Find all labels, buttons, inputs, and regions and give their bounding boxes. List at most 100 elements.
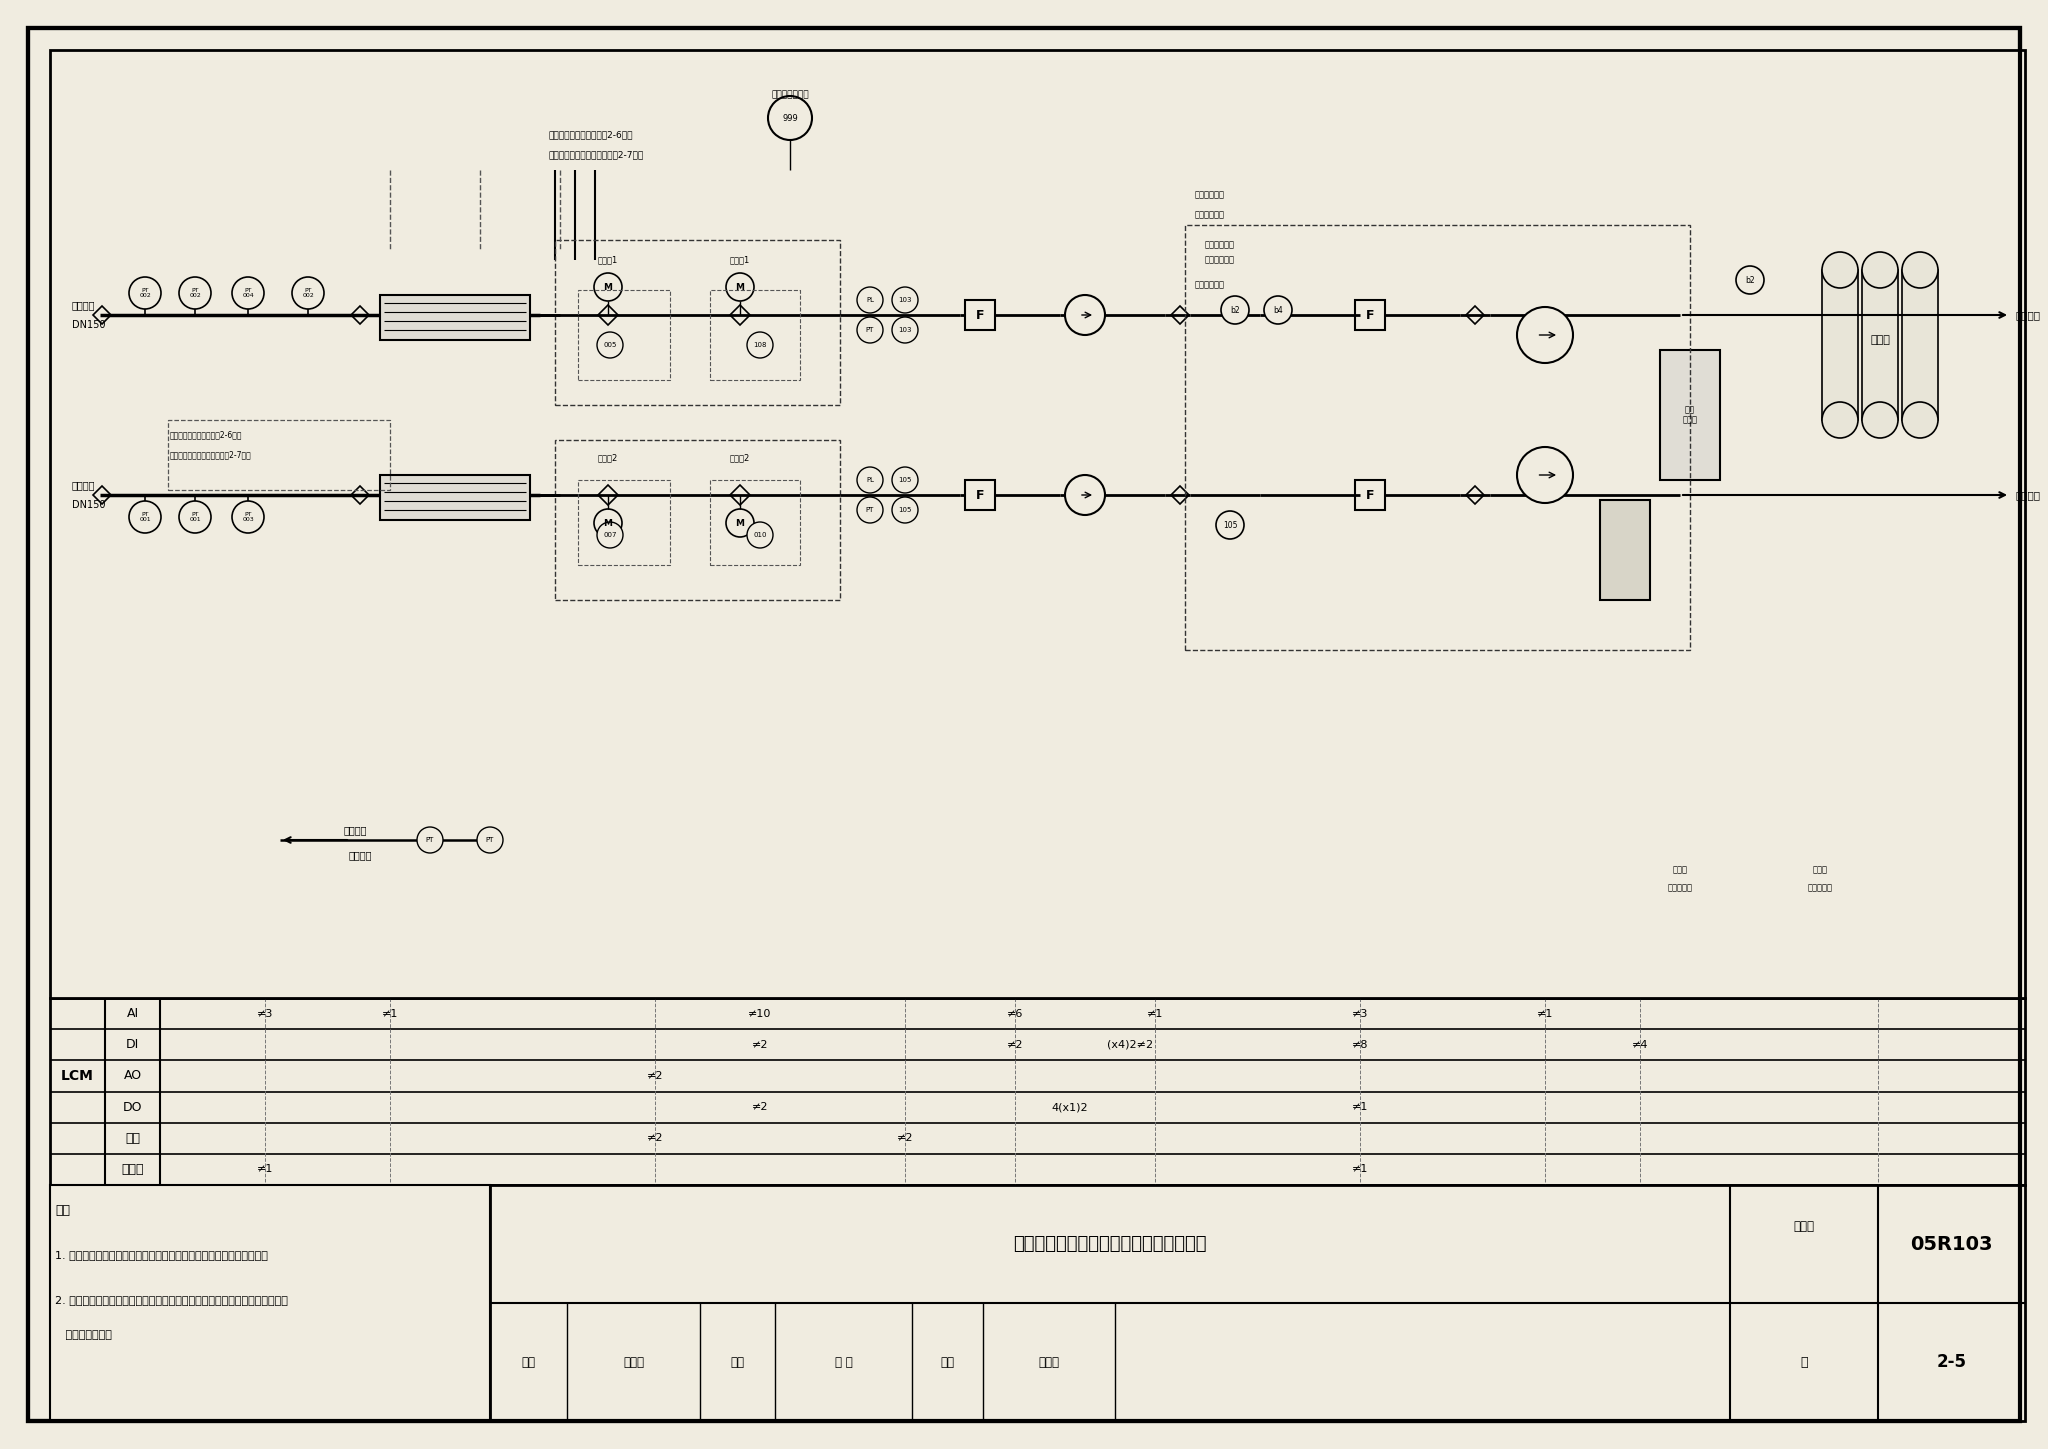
Circle shape xyxy=(856,497,883,523)
Text: AI: AI xyxy=(127,1007,139,1020)
Circle shape xyxy=(893,467,918,493)
Circle shape xyxy=(725,509,754,538)
Text: F: F xyxy=(1366,309,1374,322)
Circle shape xyxy=(856,467,883,493)
Text: F: F xyxy=(975,488,985,501)
Circle shape xyxy=(231,501,264,533)
Bar xyxy=(1186,225,1690,651)
Bar xyxy=(965,480,995,510)
Text: 999: 999 xyxy=(782,113,799,123)
Circle shape xyxy=(594,509,623,538)
Bar xyxy=(381,475,530,520)
Text: b2: b2 xyxy=(1231,306,1239,314)
Text: 安全阀排水管: 安全阀排水管 xyxy=(1204,241,1235,249)
Text: F: F xyxy=(975,309,985,322)
Bar xyxy=(555,241,840,406)
Text: ≠1: ≠1 xyxy=(381,1009,397,1019)
Text: 接至排水沟: 接至排水沟 xyxy=(1667,884,1692,893)
Text: PT: PT xyxy=(866,327,874,333)
Bar xyxy=(578,290,670,380)
Circle shape xyxy=(598,332,623,358)
Text: F: F xyxy=(1366,488,1374,501)
Text: 2. 本图以两台换热器为例进行的监控设计，供参考使用；若系统为多台换热器: 2. 本图以两台换热器为例进行的监控设计，供参考使用；若系统为多台换热器 xyxy=(55,1295,289,1306)
Text: 010: 010 xyxy=(754,532,766,538)
Bar xyxy=(555,440,840,600)
Text: 接自生活热水系统换热器（见2-7页）: 接自生活热水系统换热器（见2-7页） xyxy=(549,151,643,159)
Text: ≠1: ≠1 xyxy=(1352,1165,1368,1175)
Text: M: M xyxy=(735,283,745,291)
Text: ≠3: ≠3 xyxy=(1352,1009,1368,1019)
Text: 应增设监控点。: 应增设监控点。 xyxy=(55,1330,113,1340)
Text: ≠2: ≠2 xyxy=(897,1133,913,1143)
Text: ≠1: ≠1 xyxy=(256,1165,272,1175)
Text: 调节阀2: 调节阀2 xyxy=(598,454,618,462)
Text: 定压
补水罐: 定压 补水罐 xyxy=(1683,406,1698,425)
Text: 调节阀1: 调节阀1 xyxy=(598,255,618,265)
Text: 曹 伟: 曹 伟 xyxy=(836,1355,852,1368)
Text: PL: PL xyxy=(866,297,874,303)
Circle shape xyxy=(129,501,162,533)
Text: DN150: DN150 xyxy=(72,320,106,330)
Bar xyxy=(1599,500,1651,600)
Text: 关断阀1: 关断阀1 xyxy=(729,255,750,265)
Text: 采暖供水: 采暖供水 xyxy=(2015,490,2040,500)
Text: 05R103: 05R103 xyxy=(1911,1235,1993,1253)
Circle shape xyxy=(1737,267,1763,294)
Text: ≠2: ≠2 xyxy=(647,1133,664,1143)
Text: PL: PL xyxy=(866,477,874,483)
Text: DN150: DN150 xyxy=(72,500,106,510)
Circle shape xyxy=(178,501,211,533)
Text: M: M xyxy=(735,519,745,527)
Bar xyxy=(711,480,801,565)
Text: 王一峰: 王一峰 xyxy=(1038,1355,1059,1368)
Text: PT
001: PT 001 xyxy=(188,511,201,523)
Text: 4(x1)2: 4(x1)2 xyxy=(1053,1103,1087,1111)
Text: PT
002: PT 002 xyxy=(303,287,313,298)
Text: 注：: 注： xyxy=(55,1204,70,1217)
Text: AO: AO xyxy=(123,1069,141,1082)
Text: 接自空调系统换热器（见2-6页）: 接自空调系统换热器（见2-6页） xyxy=(549,130,633,139)
Bar xyxy=(965,300,995,330)
Circle shape xyxy=(768,96,811,141)
Text: PT
003: PT 003 xyxy=(242,511,254,523)
Text: ≠8: ≠8 xyxy=(1352,1040,1368,1049)
Circle shape xyxy=(725,272,754,301)
Circle shape xyxy=(1823,401,1858,438)
Circle shape xyxy=(893,317,918,343)
Bar xyxy=(1903,270,1937,420)
Circle shape xyxy=(129,277,162,309)
Circle shape xyxy=(893,287,918,313)
Bar xyxy=(1862,270,1898,420)
Circle shape xyxy=(594,272,623,301)
Circle shape xyxy=(856,287,883,313)
Text: PT: PT xyxy=(866,507,874,513)
Bar xyxy=(49,1185,489,1421)
Text: 页: 页 xyxy=(1800,1355,1808,1368)
Circle shape xyxy=(231,277,264,309)
Bar xyxy=(711,290,801,380)
Circle shape xyxy=(893,497,918,523)
Text: 关断阀2: 关断阀2 xyxy=(729,454,750,462)
Text: 108: 108 xyxy=(754,342,766,348)
Text: PT
001: PT 001 xyxy=(139,511,152,523)
Text: PT
002: PT 002 xyxy=(188,287,201,298)
Text: ≠2: ≠2 xyxy=(1008,1040,1024,1049)
Text: 溢流管: 溢流管 xyxy=(1673,865,1688,875)
Text: 电源: 电源 xyxy=(125,1132,139,1145)
Circle shape xyxy=(1903,401,1937,438)
Circle shape xyxy=(418,827,442,853)
Circle shape xyxy=(477,827,504,853)
Text: 校对: 校对 xyxy=(731,1355,745,1368)
Text: 软水罐: 软水罐 xyxy=(1870,335,1890,345)
Text: 采暖供水: 采暖供水 xyxy=(348,851,373,861)
Text: ≠10: ≠10 xyxy=(748,1009,772,1019)
Bar xyxy=(1356,300,1384,330)
Text: ≠3: ≠3 xyxy=(256,1009,272,1019)
Text: 图集号: 图集号 xyxy=(1794,1220,1815,1233)
Circle shape xyxy=(178,277,211,309)
Circle shape xyxy=(1823,252,1858,288)
Circle shape xyxy=(598,522,623,548)
Circle shape xyxy=(1862,401,1898,438)
Bar xyxy=(489,1185,2025,1421)
Bar xyxy=(49,998,2025,1185)
